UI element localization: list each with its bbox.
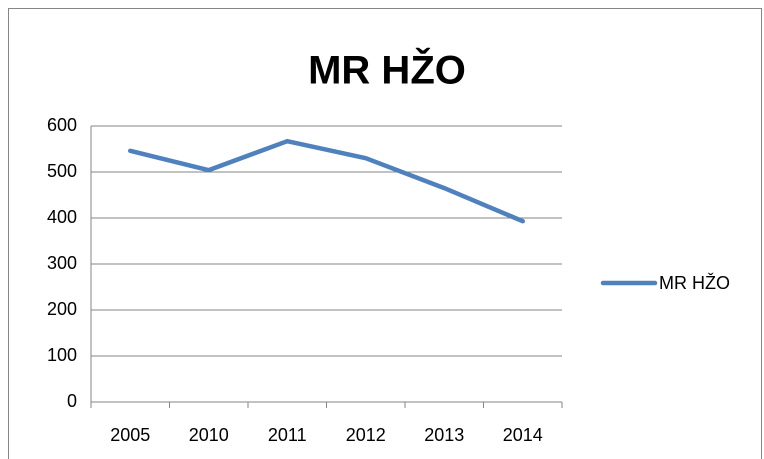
y-tick-label: 400: [47, 207, 77, 227]
legend-label: MR HŽO: [659, 273, 730, 293]
x-tick-label: 2011: [268, 425, 307, 445]
y-tick-label: 500: [47, 161, 77, 181]
x-tick-label: 2012: [346, 425, 386, 445]
y-tick-label: 100: [47, 345, 77, 365]
chart-title: MR HŽO: [308, 47, 466, 93]
chart-border: [8, 8, 762, 459]
y-tick-label: 200: [47, 299, 77, 319]
series-line: [128, 138, 525, 224]
x-tick-label: 2005: [110, 425, 150, 445]
x-tick-label: 2014: [503, 425, 543, 445]
y-tick-label: 300: [47, 253, 77, 273]
y-tick-label: 0: [67, 391, 77, 411]
x-tick-label: 2010: [189, 425, 229, 445]
y-tick-label: 600: [47, 115, 77, 135]
x-tick-label: 2013: [424, 425, 464, 445]
